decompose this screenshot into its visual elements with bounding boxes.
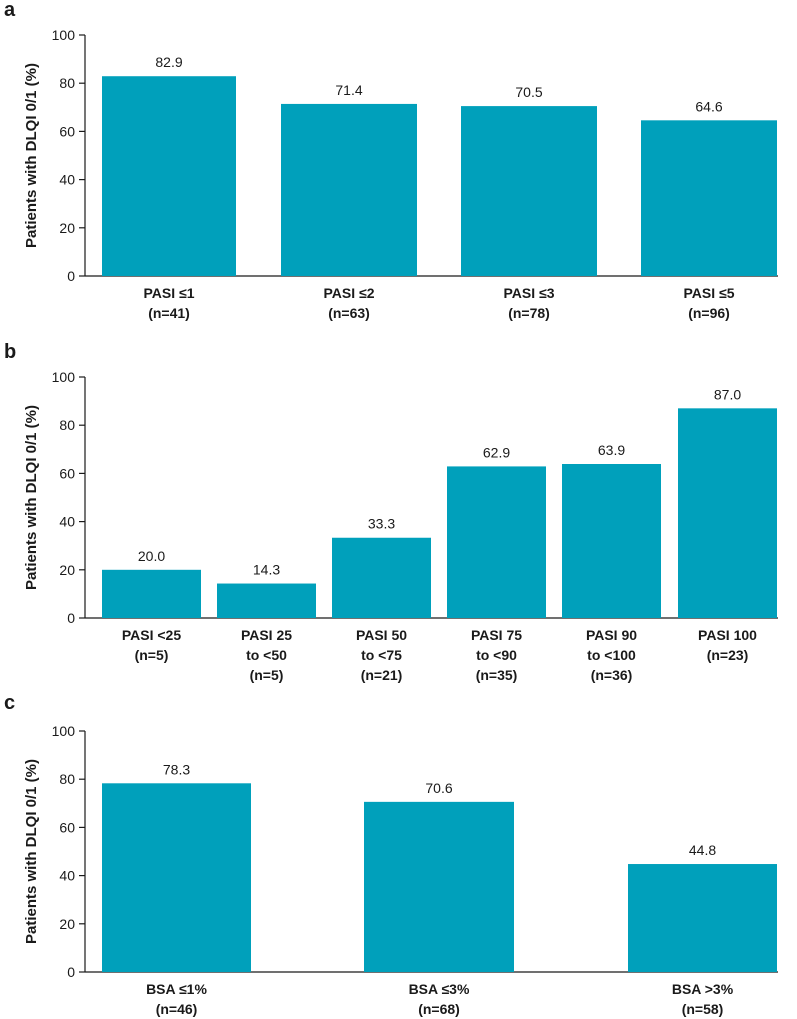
category-label: BSA ≤3% <box>409 981 470 997</box>
category-label: to <90 <box>476 647 517 663</box>
category-label: (n=35) <box>476 667 518 683</box>
bar <box>281 103 417 277</box>
category-label: PASI ≤2 <box>324 285 375 301</box>
bar <box>102 569 201 618</box>
category-label: PASI 25 <box>241 627 292 643</box>
bar <box>641 120 777 277</box>
category-label: PASI 90 <box>586 627 637 643</box>
y-tick-label: 0 <box>67 964 75 980</box>
y-tick-label: 100 <box>52 369 76 385</box>
category-label: BSA >3% <box>672 981 734 997</box>
category-label: (n=63) <box>328 305 370 321</box>
category-label: (n=21) <box>361 667 403 683</box>
bar <box>562 464 661 618</box>
category-label: PASI 50 <box>356 627 407 643</box>
bar-value-label: 63.9 <box>598 442 625 458</box>
chart-panel-a: a 0 20 40 60 80 100 Patients with DLQI 0/1 (%) 8… <box>4 0 778 321</box>
y-tick-label: 60 <box>59 123 75 139</box>
y-tick-label: 60 <box>59 819 75 835</box>
panel-label: b <box>4 341 16 363</box>
category-label: (n=78) <box>508 305 550 321</box>
category-label: PASI 75 <box>471 627 522 643</box>
panel-label: a <box>4 0 16 21</box>
category-label: PASI ≤3 <box>504 285 555 301</box>
category-label: (n=5) <box>135 647 169 663</box>
y-tick-label: 40 <box>59 172 75 188</box>
bar-value-label: 70.5 <box>515 84 542 100</box>
bar-value-label: 33.3 <box>368 516 395 532</box>
bar-value-label: 78.3 <box>163 761 190 777</box>
category-label: PASI <25 <box>122 627 181 643</box>
bar <box>102 76 236 276</box>
y-tick-label: 20 <box>59 916 75 932</box>
y-axis-title: Patients with DLQI 0/1 (%) <box>23 63 40 248</box>
category-label: (n=46) <box>156 1001 198 1017</box>
bar-value-label: 14.3 <box>253 562 280 578</box>
y-tick-label: 60 <box>59 465 75 481</box>
y-tick-label: 80 <box>59 771 75 787</box>
category-label: to <75 <box>361 647 402 663</box>
y-tick-label: 80 <box>59 75 75 91</box>
category-label: PASI ≤5 <box>684 285 735 301</box>
bar <box>332 537 431 618</box>
bar-value-label: 20.0 <box>138 548 165 564</box>
y-axis-title: Patients with DLQI 0/1 (%) <box>23 759 40 944</box>
category-label: to <100 <box>587 647 636 663</box>
category-label: PASI ≤1 <box>144 285 195 301</box>
bar-value-label: 87.0 <box>714 386 741 402</box>
bar-value-label: 44.8 <box>689 842 716 858</box>
category-label: (n=5) <box>250 667 284 683</box>
y-tick-label: 80 <box>59 417 75 433</box>
chart-panel-c: c 0 20 40 60 80 100 Patients with DLQI 0/1 (%) 7… <box>4 692 778 1017</box>
category-label: (n=58) <box>682 1001 724 1017</box>
y-tick-label: 20 <box>59 562 75 578</box>
bar-value-label: 70.6 <box>425 780 452 796</box>
bar <box>461 106 597 276</box>
y-tick-label: 100 <box>52 723 76 739</box>
bar-value-label: 71.4 <box>335 82 362 98</box>
y-tick-label: 0 <box>67 268 75 284</box>
y-tick-label: 40 <box>59 514 75 530</box>
bar <box>364 801 514 972</box>
y-tick-label: 40 <box>59 868 75 884</box>
bar-value-label: 82.9 <box>155 54 182 70</box>
category-label: (n=41) <box>148 305 190 321</box>
y-axis-title: Patients with DLQI 0/1 (%) <box>23 405 40 590</box>
bar <box>678 408 777 618</box>
y-tick-label: 0 <box>67 610 75 626</box>
chart-panel-b: b 0 20 40 60 80 100 Patients with DLQI 0/1 (%) 2… <box>4 341 778 683</box>
bar <box>102 783 251 972</box>
y-tick-label: 20 <box>59 220 75 236</box>
category-label: (n=68) <box>418 1001 460 1017</box>
bar <box>447 466 546 618</box>
category-label: (n=36) <box>591 667 633 683</box>
category-label: (n=23) <box>707 647 749 663</box>
bar <box>628 864 777 972</box>
panel-label: c <box>4 692 15 714</box>
category-label: to <50 <box>246 647 287 663</box>
bar <box>217 583 316 618</box>
bar-value-label: 62.9 <box>483 444 510 460</box>
category-label: PASI 100 <box>698 627 757 643</box>
category-label: (n=96) <box>688 305 730 321</box>
bar-value-label: 64.6 <box>695 98 722 114</box>
y-tick-label: 100 <box>52 27 76 43</box>
category-label: BSA ≤1% <box>146 981 207 997</box>
